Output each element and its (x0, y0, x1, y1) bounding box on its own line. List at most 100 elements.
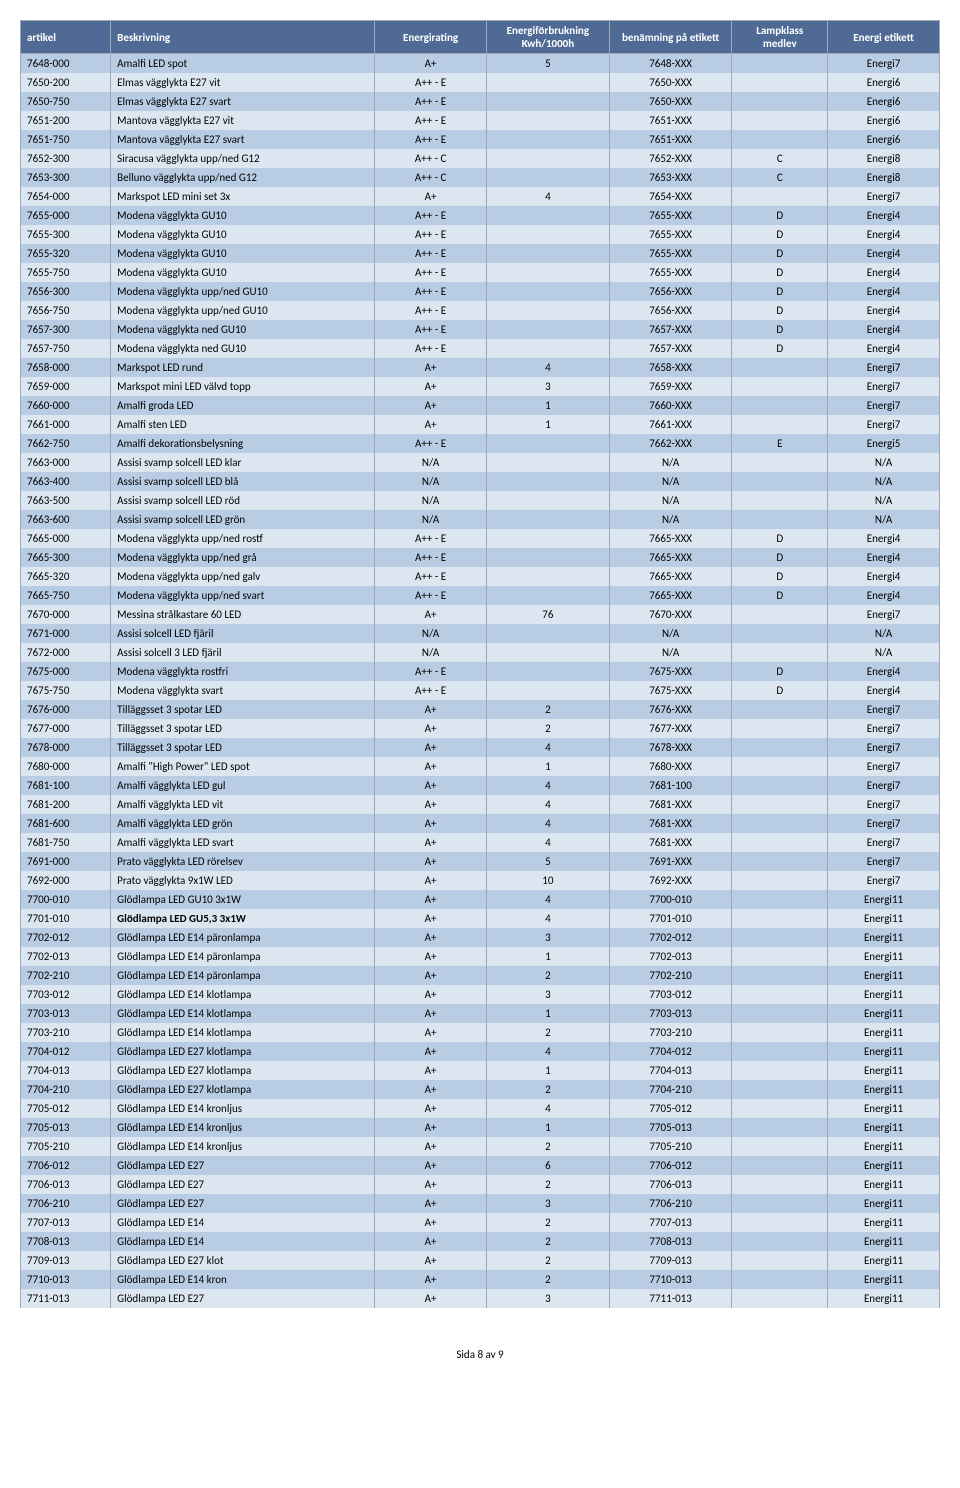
table-row: 7663-000Assisi svamp solcell LED klarN/A… (21, 453, 940, 472)
table-cell: Glödlampa LED E27 (111, 1156, 375, 1175)
table-cell (732, 757, 828, 776)
table-cell: 7661-000 (21, 415, 111, 434)
table-row: 7701-010Glödlampa LED GU5,3 3x1WA+47701-… (21, 909, 940, 928)
table-cell (732, 377, 828, 396)
table-cell: A+ (375, 1099, 487, 1118)
table-cell: A++ - C (375, 149, 487, 168)
table-cell: Energi11 (828, 947, 940, 966)
table-cell: 7706-013 (21, 1175, 111, 1194)
table-cell (732, 1042, 828, 1061)
table-cell: 7705-012 (21, 1099, 111, 1118)
table-cell: A+ (375, 1213, 487, 1232)
table-cell (486, 244, 609, 263)
header-energirating: Energirating (375, 21, 487, 54)
table-cell: Energi6 (828, 73, 940, 92)
table-cell: A++ - E (375, 73, 487, 92)
table-cell: Energi4 (828, 529, 940, 548)
table-cell: A+ (375, 187, 487, 206)
table-cell: A+ (375, 1289, 487, 1308)
table-cell: Assisi svamp solcell LED grön (111, 510, 375, 529)
table-cell: Amalfi "High Power" LED spot (111, 757, 375, 776)
table-cell: N/A (375, 624, 487, 643)
table-cell: 4 (486, 795, 609, 814)
table-cell: Mantova vägglykta E27 svart (111, 130, 375, 149)
table-cell (732, 187, 828, 206)
table-cell: D (732, 320, 828, 339)
table-cell: 7710-013 (609, 1270, 732, 1289)
table-cell (732, 491, 828, 510)
table-cell: A+ (375, 757, 487, 776)
table-cell: 7655-000 (21, 206, 111, 225)
table-row: 7670-000Messina strålkastare 60 LEDA+767… (21, 605, 940, 624)
table-cell: 7702-012 (609, 928, 732, 947)
table-cell: Energi4 (828, 567, 940, 586)
table-cell: C (732, 168, 828, 187)
table-cell: 7706-210 (21, 1194, 111, 1213)
table-cell: 1 (486, 757, 609, 776)
table-cell: 7703-210 (21, 1023, 111, 1042)
table-cell (732, 358, 828, 377)
table-cell: Markspot LED rund (111, 358, 375, 377)
table-cell: A++ - E (375, 548, 487, 567)
table-cell (732, 1270, 828, 1289)
table-cell: Glödlampa LED GU10 3x1W (111, 890, 375, 909)
table-cell (732, 833, 828, 852)
table-row: 7707-013Glödlampa LED E14A+27707-013Ener… (21, 1213, 940, 1232)
table-cell: Energi4 (828, 225, 940, 244)
table-row: 7662-750Amalfi dekorationsbelysningA++ -… (21, 434, 940, 453)
table-cell: D (732, 225, 828, 244)
table-cell: Modena vägglykta GU10 (111, 206, 375, 225)
table-row: 7702-013Glödlampa LED E14 päronlampaA+17… (21, 947, 940, 966)
table-cell: 7663-600 (21, 510, 111, 529)
table-cell (732, 966, 828, 985)
table-cell (486, 92, 609, 111)
table-cell: Glödlampa LED E27 (111, 1194, 375, 1213)
table-cell: 7702-210 (21, 966, 111, 985)
table-cell: A+ (375, 985, 487, 1004)
table-cell: Markspot mini LED välvd topp (111, 377, 375, 396)
table-cell: 7700-010 (609, 890, 732, 909)
table-cell: 7651-200 (21, 111, 111, 130)
table-cell: 4 (486, 776, 609, 795)
table-cell: Energi11 (828, 928, 940, 947)
table-cell: Glödlampa LED GU5,3 3x1W (111, 909, 375, 928)
table-cell: 7648-XXX (609, 54, 732, 74)
table-row: 7705-210Glödlampa LED E14 kronljusA+2770… (21, 1137, 940, 1156)
table-cell: 7709-013 (609, 1251, 732, 1270)
table-cell: Energi11 (828, 1175, 940, 1194)
table-cell: 7678-000 (21, 738, 111, 757)
table-cell: 7670-XXX (609, 605, 732, 624)
table-cell: 7681-XXX (609, 833, 732, 852)
table-cell: A+ (375, 54, 487, 74)
table-row: 7678-000Tilläggsset 3 spotar LEDA+47678-… (21, 738, 940, 757)
table-cell: 7675-750 (21, 681, 111, 700)
table-cell (486, 586, 609, 605)
table-cell: Glödlampa LED E14 kron (111, 1270, 375, 1289)
table-cell: D (732, 282, 828, 301)
table-cell: A+ (375, 358, 487, 377)
table-cell: Siracusa vägglykta upp/ned G12 (111, 149, 375, 168)
table-cell: Modena vägglykta ned GU10 (111, 339, 375, 358)
table-cell (732, 92, 828, 111)
table-cell: Amalfi sten LED (111, 415, 375, 434)
table-cell (732, 700, 828, 719)
table-row: 7705-013Glödlampa LED E14 kronljusA+1770… (21, 1118, 940, 1137)
table-cell: A++ - E (375, 130, 487, 149)
table-cell: 7656-XXX (609, 301, 732, 320)
table-cell: A++ - E (375, 681, 487, 700)
table-cell: 7672-000 (21, 643, 111, 662)
table-cell: A+ (375, 1156, 487, 1175)
table-cell: 7665-XXX (609, 586, 732, 605)
table-row: 7703-013Glödlampa LED E14 klotlampaA+177… (21, 1004, 940, 1023)
header-row: artikel Beskrivning Energirating Energif… (21, 21, 940, 54)
table-cell: 7681-750 (21, 833, 111, 852)
table-cell: A+ (375, 1042, 487, 1061)
table-cell: A++ - E (375, 206, 487, 225)
table-cell: Energi7 (828, 776, 940, 795)
table-cell (732, 130, 828, 149)
table-cell: Energi4 (828, 282, 940, 301)
table-cell: A++ - E (375, 301, 487, 320)
table-row: 7651-750Mantova vägglykta E27 svartA++ -… (21, 130, 940, 149)
table-cell (486, 206, 609, 225)
table-cell: Energi11 (828, 1232, 940, 1251)
